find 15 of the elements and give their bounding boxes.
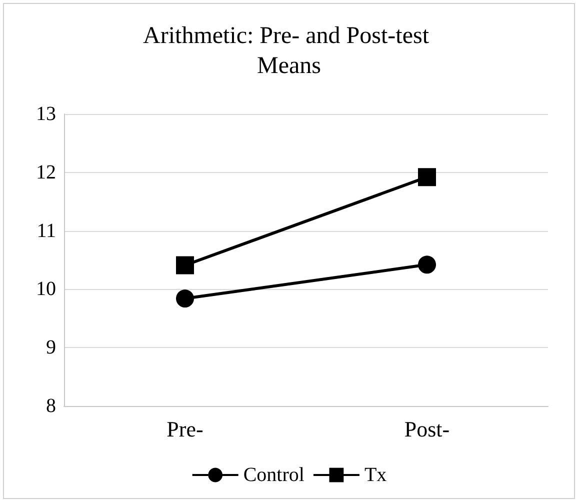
y-tick-label: 8	[46, 395, 56, 417]
legend-label: Tx	[364, 464, 387, 486]
chart-title: Arithmetic: Pre- and Post-test Means	[143, 23, 435, 79]
point	[176, 290, 194, 308]
x-tick-label: Post-	[404, 416, 450, 442]
y-tick-label: 11	[36, 220, 56, 242]
point	[418, 168, 436, 186]
y-tick-label: 12	[36, 161, 56, 184]
y-tick-label: 10	[36, 278, 56, 300]
point	[418, 256, 436, 274]
point	[176, 256, 194, 274]
y-tick-label: 13	[36, 103, 56, 125]
x-tick-label: Pre-	[166, 416, 204, 442]
y-tick-label: 9	[46, 336, 56, 359]
legend-label: Control	[243, 464, 305, 486]
